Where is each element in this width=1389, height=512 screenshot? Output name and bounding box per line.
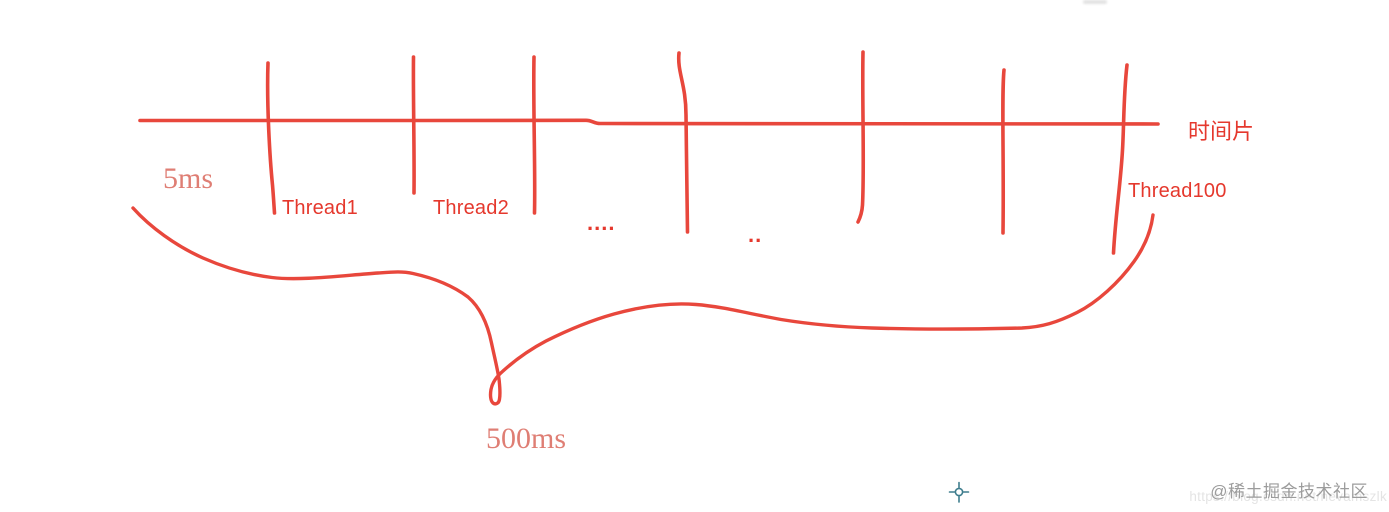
tick-1 — [265, 61, 277, 215]
brace-curve — [131, 206, 1155, 406]
timeline-axis-line — [138, 118, 1160, 126]
timeline-axis-label: 时间片 — [1188, 119, 1255, 144]
tick-7 — [1111, 63, 1129, 255]
crosshair-icon — [948, 481, 970, 503]
thread1-label: Thread1 — [282, 197, 358, 219]
thread2-label: Thread2 — [433, 197, 509, 219]
tick-6 — [1001, 68, 1006, 235]
total-duration-label: 500ms — [486, 422, 567, 455]
url-watermark: https://blog.csdn.net/nevamszlk — [1189, 489, 1387, 504]
tick-5 — [856, 50, 866, 224]
tick-2 — [411, 55, 416, 195]
community-watermark: @稀土掘金技术社区 — [1210, 482, 1368, 501]
tick-4 — [676, 51, 690, 234]
ellipsis-short: .. — [748, 222, 763, 247]
top-edge-smudge — [1083, 0, 1107, 4]
thread100-label: Thread100 — [1128, 180, 1227, 202]
tick-3 — [531, 55, 537, 215]
ellipsis-long: .... — [587, 210, 616, 235]
slice-duration-label: 5ms — [163, 162, 214, 195]
